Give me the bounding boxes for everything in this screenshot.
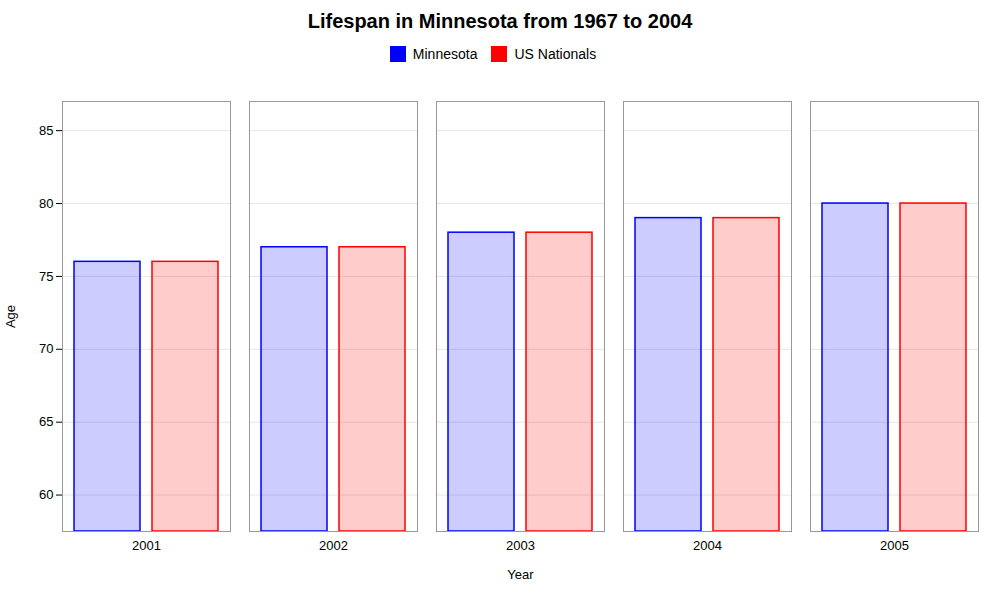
svg-text:2002: 2002 <box>319 538 348 553</box>
svg-text:85: 85 <box>39 123 53 138</box>
svg-text:2004: 2004 <box>693 538 722 553</box>
svg-text:2003: 2003 <box>506 538 535 553</box>
svg-text:75: 75 <box>39 269 53 284</box>
svg-text:2001: 2001 <box>132 538 161 553</box>
html-text:Minnesota: Minnesota <box>412 45 478 62</box>
svg-text:2005: 2005 <box>880 538 909 553</box>
svg-text:60: 60 <box>39 487 53 502</box>
svg-text:Age: Age <box>3 305 18 328</box>
svg-text:65: 65 <box>39 414 53 429</box>
html-text:Lifespan in Minnesota from 196: Lifespan in Minnesota from 1967 to 2004 <box>307 10 693 32</box>
svg-text:Year: Year <box>507 567 534 582</box>
html-text:US Nationals: US Nationals <box>514 45 597 62</box>
svg-text:80: 80 <box>39 196 53 211</box>
svg-text:70: 70 <box>39 341 53 356</box>
